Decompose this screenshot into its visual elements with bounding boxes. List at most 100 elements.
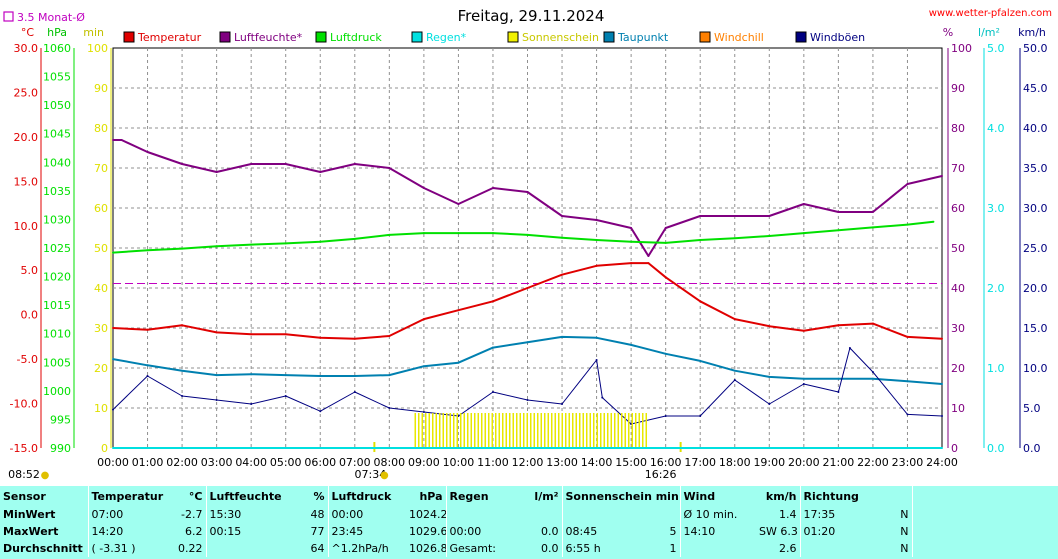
stats-panel: Sensor Temperatur °C Luftfeuchte % Luftd… xyxy=(0,486,1058,559)
wind-tick: 50.0 xyxy=(1023,42,1048,55)
humidity-tick: 10 xyxy=(951,402,965,415)
hdr-hum-unit: % xyxy=(313,489,325,503)
data-point xyxy=(906,335,909,338)
x-tick-label: 20:00 xyxy=(788,456,820,469)
legend-swatch xyxy=(699,31,711,43)
data-point xyxy=(664,352,667,355)
x-tick-label: 10:00 xyxy=(443,456,475,469)
data-point xyxy=(284,333,287,336)
data-point xyxy=(906,183,909,185)
pressure-tick: 1020 xyxy=(43,271,71,284)
data-point xyxy=(837,324,840,327)
data-point xyxy=(699,359,702,362)
data-point xyxy=(112,408,114,411)
unit-wind: km/h xyxy=(1018,26,1046,39)
data-point xyxy=(457,309,460,312)
sun-icon: ● xyxy=(41,470,50,481)
cell xyxy=(799,540,877,557)
data-point xyxy=(526,399,529,401)
data-point xyxy=(664,415,667,417)
humidity-tick: 0 xyxy=(951,442,958,455)
cell: 1 xyxy=(669,542,677,555)
data-point xyxy=(733,237,736,240)
sun-tick: 90 xyxy=(94,82,108,95)
sun-tick: 30 xyxy=(94,322,108,335)
data-point xyxy=(561,403,563,405)
data-point xyxy=(353,391,356,393)
sun-tick: 100 xyxy=(87,42,108,55)
data-point xyxy=(388,374,391,377)
wind-tick: 15.0 xyxy=(1023,322,1048,335)
data-point xyxy=(112,251,114,254)
stats-table: Sensor Temperatur °C Luftfeuchte % Luftd… xyxy=(0,486,1058,557)
data-point xyxy=(388,335,391,337)
x-tick-label: 14:00 xyxy=(581,456,613,469)
data-point xyxy=(630,227,633,229)
data-point xyxy=(112,358,114,361)
pressure-tick: 1025 xyxy=(43,242,71,255)
cell: 00:00 xyxy=(445,523,520,540)
data-point xyxy=(353,237,356,240)
chart-title: Freitag, 29.11.2024 xyxy=(458,7,605,25)
data-point xyxy=(802,203,805,205)
data-point xyxy=(388,407,391,409)
legend-label: Windböen xyxy=(810,31,865,44)
data-point xyxy=(250,333,253,336)
unit-humidity: % xyxy=(943,26,953,39)
data-point xyxy=(112,139,114,141)
data-point xyxy=(595,336,598,339)
data-point xyxy=(215,171,218,173)
sun-tick: 80 xyxy=(94,122,108,135)
rain-tick: 5.0 xyxy=(987,42,1005,55)
humidity-tick: 60 xyxy=(951,202,965,215)
wind-tick: 10.0 xyxy=(1023,362,1048,375)
x-tick-label: 07:00 xyxy=(339,456,371,469)
data-point xyxy=(250,403,253,405)
cell xyxy=(646,506,680,523)
cell: 14:10 xyxy=(679,523,757,540)
temp-tick: -10.0 xyxy=(10,398,38,411)
data-point xyxy=(181,247,184,250)
data-point xyxy=(526,233,529,236)
data-point xyxy=(768,375,771,378)
data-point xyxy=(595,239,598,241)
daylight-label: 08:52 xyxy=(8,468,40,481)
data-point xyxy=(146,364,149,367)
x-tick-label: 00:00 xyxy=(97,456,129,469)
data-point xyxy=(422,232,425,235)
data-point xyxy=(941,415,943,417)
data-point xyxy=(699,300,702,303)
data-point xyxy=(492,187,494,189)
data-point xyxy=(250,163,253,165)
data-point xyxy=(526,287,529,289)
wind-tick: 30.0 xyxy=(1023,202,1048,215)
data-point xyxy=(561,273,563,276)
data-point xyxy=(941,383,943,385)
data-point xyxy=(112,327,114,329)
cell: 2.6 xyxy=(779,542,797,555)
site-link[interactable]: www.wetter-pfalzen.com xyxy=(929,8,1052,19)
cell: 6:55 h xyxy=(561,540,646,557)
x-tick-label: 18:00 xyxy=(719,456,751,469)
data-point xyxy=(457,361,460,364)
cell: SW 6.3 xyxy=(759,525,798,538)
rain-tick: 2.0 xyxy=(987,282,1005,295)
x-tick-label: 02:00 xyxy=(166,456,198,469)
data-point xyxy=(353,337,356,340)
cell: 48 xyxy=(310,508,325,521)
cell: 0.0 xyxy=(541,542,559,555)
pressure-tick: 1040 xyxy=(43,156,71,169)
legend-swatch xyxy=(411,31,423,43)
sun-tick: 50 xyxy=(94,242,108,255)
row-label: MaxWert xyxy=(3,525,59,538)
monthly-avg-label: 3.5 Monat-Ø xyxy=(17,11,85,24)
legend-label: Windchill xyxy=(714,31,764,44)
x-tick-label: 23:00 xyxy=(892,456,924,469)
x-tick-label: 17:00 xyxy=(684,456,716,469)
data-point xyxy=(284,163,287,165)
data-point xyxy=(871,211,874,213)
data-point xyxy=(250,243,253,246)
cell: 6.2 xyxy=(185,525,203,538)
data-point xyxy=(664,241,667,244)
temp-tick: 25.0 xyxy=(14,86,39,99)
